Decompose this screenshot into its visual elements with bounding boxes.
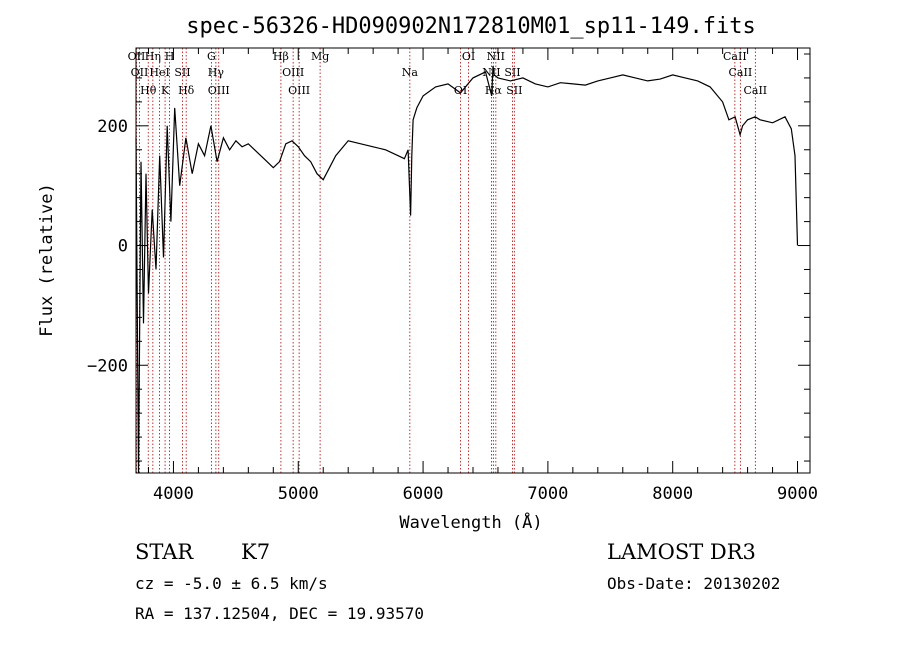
line-marker-label: K <box>161 84 170 97</box>
line-marker-label: SII <box>506 84 522 97</box>
line-marker-label: Hη <box>145 50 161 63</box>
line-marker-label: OII <box>131 66 149 79</box>
x-tick-label: 9000 <box>777 484 818 504</box>
line-marker-label: Hδ <box>178 84 195 97</box>
survey-name: LAMOST DR3 <box>607 540 756 564</box>
line-marker-label: CaII <box>743 84 767 97</box>
spectral-line-labels: OIIOIIHθHηHeIKHSIIHδGHγOIIIHβOIIIOIIIMgN… <box>128 50 768 97</box>
spectral-line-markers <box>136 48 756 473</box>
y-tick-label: 0 <box>118 237 128 257</box>
object-class: STAR <box>135 540 194 564</box>
line-marker-label: OIII <box>208 84 230 97</box>
axis-ticks: 4000 5000 6000 7000 8000 9000 −200 0 200 <box>87 48 818 504</box>
spectrum-line <box>135 65 799 474</box>
line-marker-label: HeI <box>149 66 169 79</box>
x-axis-label: Wavelength (Å) <box>399 511 542 533</box>
line-marker-label: NII <box>487 50 505 63</box>
line-marker-label: OIII <box>288 84 310 97</box>
line-marker-label: Hβ <box>273 50 289 63</box>
y-tick-label: 200 <box>97 117 128 137</box>
y-tick-label: −200 <box>87 356 128 376</box>
line-marker-label: OIII <box>282 66 304 79</box>
chart-title: spec-56326-HD090902N172810M01_sp11-149.f… <box>186 14 756 39</box>
line-marker-label: CaII <box>723 50 747 63</box>
line-marker-label: OI <box>462 50 475 63</box>
plot-frame <box>135 47 811 474</box>
x-tick-label: 6000 <box>403 484 444 504</box>
line-marker-label: Hα <box>485 84 503 97</box>
line-marker-label: H <box>165 50 175 63</box>
line-marker-label: SII <box>504 66 520 79</box>
line-marker-label: Hγ <box>208 66 225 79</box>
line-marker-label: Mg <box>311 50 329 63</box>
observation-date: Obs-Date: 20130202 <box>607 574 781 593</box>
redshift-line: cz = -5.0 ± 6.5 km/s <box>135 574 328 593</box>
line-marker-label: Na <box>402 66 419 79</box>
x-tick-label: 4000 <box>153 484 194 504</box>
x-tick-label: 5000 <box>278 484 319 504</box>
object-subclass: K7 <box>241 540 271 564</box>
x-tick-label: 8000 <box>652 484 693 504</box>
line-marker-label: CaII <box>729 66 753 79</box>
x-tick-label: 7000 <box>527 484 568 504</box>
line-marker-label: Hθ <box>140 84 157 97</box>
line-marker-label: G <box>207 50 216 63</box>
y-axis-label: Flux (relative) <box>37 183 57 337</box>
line-marker-label: SII <box>174 66 190 79</box>
line-marker-label: OI <box>454 84 467 97</box>
coordinates-line: RA = 137.12504, DEC = 19.93570 <box>135 604 424 623</box>
